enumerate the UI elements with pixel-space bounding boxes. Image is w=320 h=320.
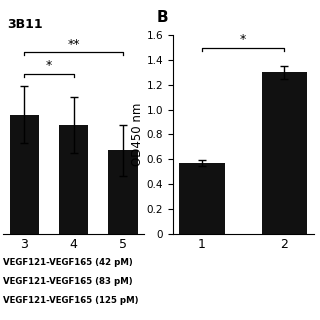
- Text: 3B11: 3B11: [7, 18, 43, 31]
- Bar: [179, 163, 225, 234]
- Text: **: **: [67, 37, 80, 51]
- Text: VEGF121-VEGF165 (83 pM): VEGF121-VEGF165 (83 pM): [3, 277, 133, 286]
- Bar: [59, 125, 88, 234]
- Bar: [108, 150, 138, 234]
- Text: B: B: [156, 10, 168, 25]
- Y-axis label: OD450 nm: OD450 nm: [131, 103, 144, 166]
- Bar: [262, 72, 307, 234]
- Text: *: *: [240, 33, 246, 46]
- Text: *: *: [46, 59, 52, 72]
- Text: VEGF121-VEGF165 (125 pM): VEGF121-VEGF165 (125 pM): [3, 296, 139, 305]
- Text: VEGF121-VEGF165 (42 pM): VEGF121-VEGF165 (42 pM): [3, 258, 133, 267]
- Bar: [10, 115, 39, 234]
